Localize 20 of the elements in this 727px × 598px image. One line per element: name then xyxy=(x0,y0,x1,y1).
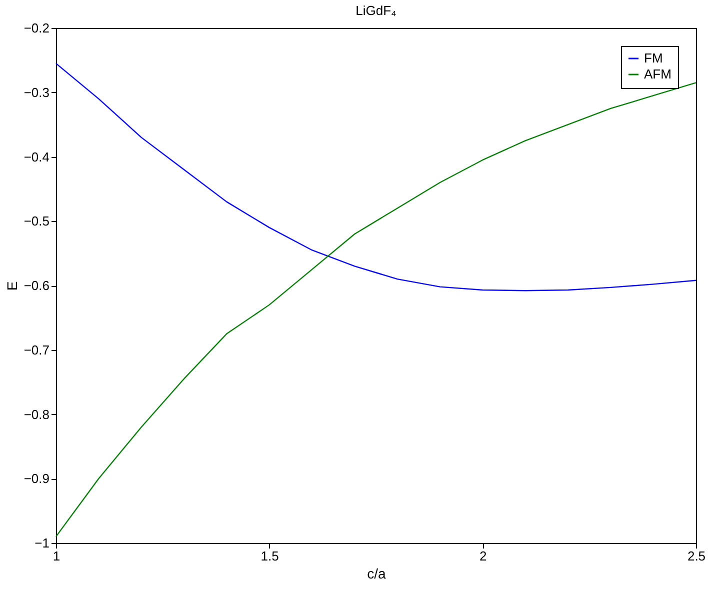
y-axis-title: E xyxy=(4,281,20,291)
x-axis-title: c/a xyxy=(367,566,386,582)
x-tick-label: 1 xyxy=(52,548,60,564)
x-tick-label: 1.5 xyxy=(260,548,279,564)
y-tick-label: −0.5 xyxy=(24,214,50,229)
y-tick-label: −0.4 xyxy=(24,149,50,164)
y-tick-label: −0.3 xyxy=(24,84,50,100)
line-series xyxy=(55,62,697,292)
y-tick-label: −0.2 xyxy=(24,20,50,36)
legend-label: AFM xyxy=(644,66,672,82)
y-tick-label: −0.7 xyxy=(24,342,50,358)
x-tick-label: 2.5 xyxy=(687,548,706,564)
y-tick-label: −0.6 xyxy=(24,278,50,293)
legend-label: FM xyxy=(644,50,663,66)
y-tick-label: −0.9 xyxy=(24,471,50,486)
line-series xyxy=(55,82,697,538)
y-tick-label: −1 xyxy=(34,536,50,550)
chart-title: LiGdF₄ xyxy=(356,3,396,18)
y-tick-label: −0.8 xyxy=(24,406,50,422)
x-tick-label: 2 xyxy=(480,548,487,564)
